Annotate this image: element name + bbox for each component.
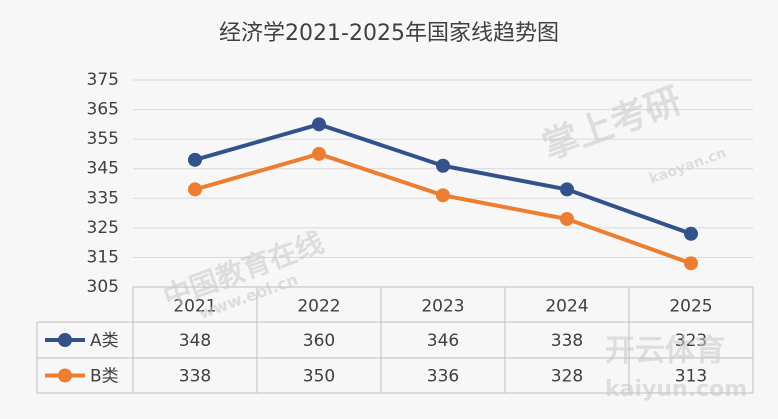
x-tick-label: 2022 (297, 297, 340, 317)
y-tick-label: 325 (87, 218, 119, 238)
data-point (312, 146, 326, 161)
table-value: 313 (675, 367, 707, 387)
y-tick-label: 355 (87, 129, 119, 149)
table-value: 346 (427, 331, 459, 351)
y-tick-label: 365 (87, 100, 119, 120)
table-value: 336 (427, 367, 459, 387)
data-point (188, 182, 202, 197)
table-value: 323 (675, 331, 707, 351)
data-point (560, 211, 574, 226)
y-tick-label: 375 (87, 70, 119, 90)
watermark: kaiyun.com (605, 377, 747, 402)
x-tick-label: 2025 (669, 297, 712, 317)
table-value: 338 (179, 367, 211, 387)
data-point (188, 152, 202, 167)
data-point (684, 256, 698, 271)
data-point (560, 182, 574, 197)
table-value: 328 (551, 367, 583, 387)
x-tick-label: 2024 (545, 297, 588, 317)
legend-marker (58, 368, 72, 383)
x-tick-label: 2021 (173, 297, 216, 317)
y-tick-label: 345 (87, 159, 119, 179)
chart-title: 经济学2021-2025年国家线趋势图 (219, 21, 559, 46)
table-value: 348 (179, 331, 211, 351)
watermark: 开云体育 (605, 334, 725, 369)
y-tick-label: 305 (87, 277, 119, 297)
x-tick-label: 2023 (421, 297, 464, 317)
data-point (436, 188, 450, 203)
legend-label: A类 (90, 331, 119, 351)
table-value: 338 (551, 331, 583, 351)
legend-marker (58, 333, 72, 347)
y-tick-label: 315 (87, 247, 119, 267)
data-point (312, 117, 326, 132)
data-point (436, 158, 450, 173)
legend-label: B类 (90, 367, 119, 387)
table-value: 360 (303, 331, 335, 351)
data-point (684, 226, 698, 241)
y-tick-label: 335 (87, 188, 119, 208)
table-value: 350 (303, 367, 335, 387)
